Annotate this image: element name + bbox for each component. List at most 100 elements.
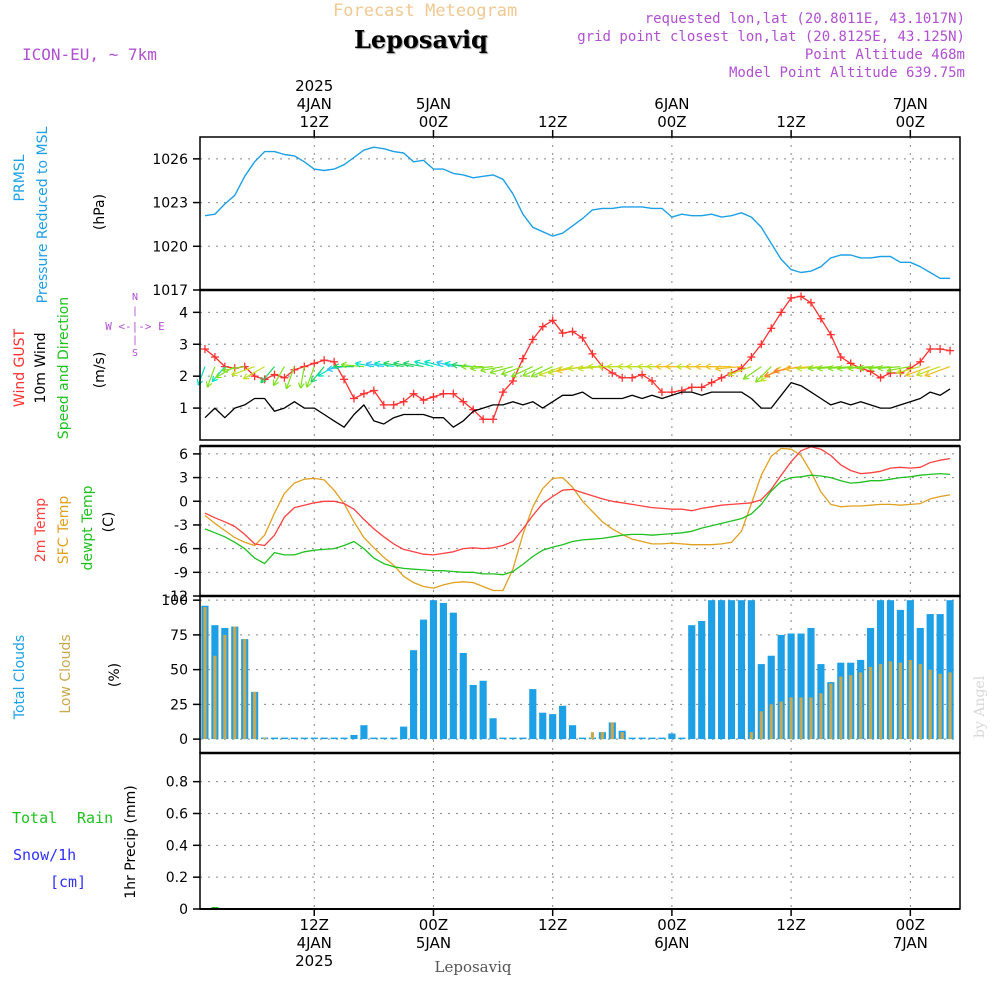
total-cloud-bar: [489, 718, 497, 740]
credit-watermark: by Angel: [972, 675, 988, 738]
wind-arrow-head: [858, 367, 865, 372]
wind-arrow-head: [655, 363, 662, 368]
requested-coords: requested lon,lat (20.8011E, 43.1017N): [645, 11, 965, 27]
wind-arrow: [510, 366, 534, 378]
wind-arrow: [742, 366, 762, 380]
low-cloud-bar: [878, 664, 883, 740]
total-cloud-bar: [310, 737, 318, 740]
wind-arrow-head: [796, 364, 802, 370]
wind-arrow-shaft: [715, 365, 742, 370]
wind-arrow-head: [807, 368, 814, 372]
total-cloud-bar: [698, 621, 706, 740]
total-cloud-bar: [469, 684, 477, 740]
wind-arrow-head: [333, 363, 340, 368]
wind-arrow-head: [665, 366, 672, 370]
total-cloud-bar: [400, 726, 408, 740]
gust-marker: [280, 373, 289, 382]
wind-line: [204, 381, 951, 428]
y-tick-label: 0.2: [166, 870, 188, 886]
wind-arrow-head: [886, 366, 893, 372]
wind-arrow-head: [374, 362, 380, 368]
cloud-unit: (%): [107, 663, 123, 687]
total-cloud-bar: [946, 600, 954, 740]
wind-arrow-head: [755, 376, 758, 383]
gust-marker: [816, 314, 825, 323]
wind-arrow-head: [460, 366, 467, 370]
wind-arrow-head: [340, 361, 347, 366]
wind-arrow-head: [617, 363, 624, 368]
wind-arrow: [231, 366, 255, 377]
time-label-top: 00Z: [419, 113, 448, 131]
wind-arrow-head: [597, 366, 604, 370]
time-label-top: 00Z: [896, 113, 925, 131]
wind-arrow-head: [260, 376, 263, 383]
gust-marker: [349, 394, 358, 403]
wind-arrow: [284, 366, 295, 390]
low-clouds-label: Low Clouds: [58, 634, 74, 713]
gust-label: Wind GUST: [12, 328, 28, 407]
grid-point-coords: grid point closest lon,lat (20.8125E, 43…: [577, 29, 965, 45]
wind-arrow-head: [807, 364, 814, 370]
wind-arrow-shaft: [341, 364, 364, 368]
y-tick-label: 3: [179, 337, 188, 353]
wind-arrow-head: [436, 360, 443, 363]
total-clouds-label: Total Clouds: [12, 635, 28, 720]
total-cloud-bar: [757, 664, 765, 740]
wind-arrow-head: [310, 379, 317, 383]
wind-arrow-shaft: [501, 366, 524, 375]
wind-arrow-head: [340, 364, 347, 369]
wind-arrow-head: [924, 370, 930, 377]
total-cloud-bar: [747, 600, 755, 740]
total-cloud-bar: [539, 712, 547, 740]
dewpt-line: [204, 472, 951, 576]
total-cloud-bar: [549, 714, 557, 740]
compass-row: W <-|-> E: [105, 320, 165, 333]
wind-arrow: [365, 360, 384, 368]
gust-marker: [638, 370, 647, 379]
wind-arrow-head: [305, 381, 308, 388]
wind-arrow: [896, 366, 921, 375]
wind-arrow: [522, 366, 543, 377]
wind-arrow: [470, 364, 494, 372]
wind-arrow-head: [606, 366, 613, 370]
wind-arrow-shaft: [206, 366, 216, 388]
wind-arrow-head: [617, 366, 624, 370]
wind-arrow-head: [206, 382, 213, 388]
wind-arrow-head: [522, 370, 527, 377]
total-cloud-bar: [678, 737, 686, 740]
wind-arrow-shaft: [365, 362, 384, 368]
low-cloud-bar: [213, 655, 217, 740]
gust-marker: [657, 388, 666, 397]
gust-marker: [489, 415, 498, 424]
total-cloud-bar: [658, 737, 666, 740]
wind-arrow: [916, 366, 941, 377]
y-tick-label: 75: [170, 628, 188, 644]
wind-arrow-shaft: [285, 366, 295, 389]
wind-arrow-shaft: [299, 366, 305, 389]
low-cloud-bar: [769, 704, 773, 740]
gust-marker: [310, 359, 319, 368]
wind-arrow-shaft: [742, 366, 762, 380]
wind-arrow: [298, 366, 305, 389]
gust-marker: [876, 373, 885, 382]
total-cloud-bar: [638, 737, 646, 740]
wind-arrow-shaft: [728, 366, 752, 376]
gust-marker: [558, 329, 567, 338]
gust-marker: [767, 324, 776, 333]
total-cloud-bar: [410, 650, 418, 740]
wind-arrow-shaft: [755, 366, 772, 383]
wind-arrow-shaft: [886, 366, 911, 372]
wind-arrow-shaft: [383, 362, 404, 368]
wind-arrow-shaft: [260, 366, 275, 384]
gust-marker: [340, 375, 349, 384]
wind-arrow-head: [215, 372, 220, 378]
gust-marker: [777, 308, 786, 317]
time-label-top: 4JAN: [297, 95, 332, 113]
compass-mid-upper: |: [132, 306, 138, 317]
total-cloud-bar: [390, 737, 398, 740]
low-cloud-bar: [948, 672, 952, 740]
wind-arrow-head: [501, 373, 508, 376]
wind-arrow-head: [393, 360, 400, 364]
wind-arrow-shaft: [896, 366, 921, 374]
gust-marker: [737, 364, 746, 373]
